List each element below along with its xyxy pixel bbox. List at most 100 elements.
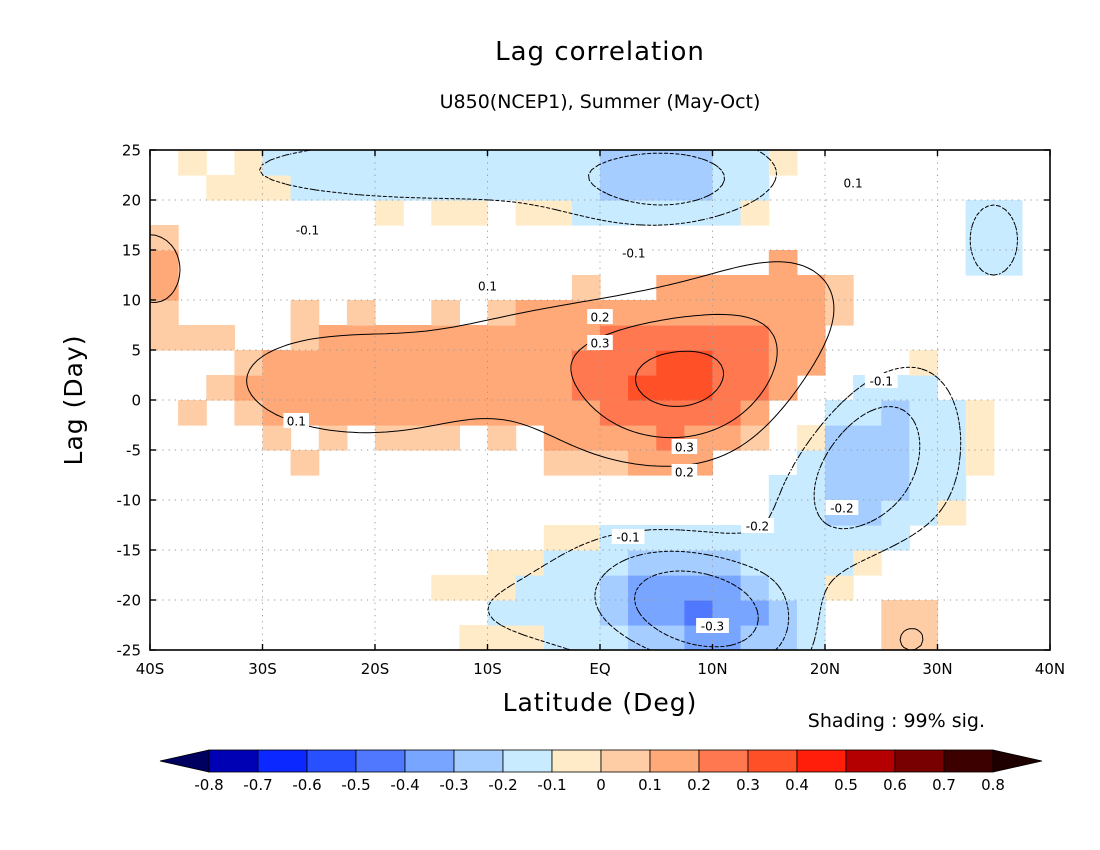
field-cell: [768, 325, 798, 351]
field-cell: [543, 625, 573, 650]
field-cell: [965, 250, 995, 276]
x-axis-ticks: 40S 30S 20S 10S EQ 10N 20N 30N 40N: [136, 150, 1065, 678]
x-tick-label: 10N: [697, 660, 727, 678]
contour-label: 0.1: [478, 280, 497, 294]
field-cell: [150, 250, 179, 276]
x-tick-label: 30N: [922, 660, 952, 678]
field-cell: [375, 325, 404, 351]
colorbar-label: -0.5: [341, 776, 370, 794]
field-cell: [206, 325, 235, 351]
field-cell: [712, 300, 742, 326]
contour-label-bg: [291, 222, 324, 237]
field-cell: [346, 325, 376, 351]
contour-lines: [150, 150, 1018, 650]
field-cell: [515, 375, 545, 401]
field-cell: [543, 575, 573, 601]
field-cell: [571, 625, 601, 650]
field-cell: [825, 525, 854, 551]
field-cell: [290, 150, 320, 176]
field-cell: [543, 150, 573, 176]
field-cell: [656, 200, 685, 226]
y-tick-label: 5: [131, 342, 141, 360]
field-cell: [600, 400, 629, 426]
field-cell: [965, 400, 995, 426]
field-cell: [656, 625, 685, 650]
field-cell: [825, 275, 854, 301]
field-cell: [515, 325, 545, 351]
field-cell: [656, 150, 685, 176]
field-cell: [318, 150, 348, 176]
field-cell: [234, 175, 264, 201]
field-cell: [515, 350, 545, 376]
field-cell: [684, 150, 714, 176]
field-cell: [375, 150, 404, 176]
field-cell: [543, 375, 573, 401]
field-cell: [740, 575, 770, 601]
x-tick-label: 40N: [1035, 660, 1065, 678]
field-cell: [684, 400, 714, 426]
contour-label-bg: [825, 500, 859, 515]
field-cell: [515, 600, 545, 626]
colorbar-swatch: [894, 749, 945, 773]
field-cell: [403, 425, 432, 451]
field-cell: [600, 625, 629, 650]
field-cell: [881, 600, 910, 626]
field-cell: [628, 325, 657, 351]
field-cell: [571, 150, 601, 176]
field-cell: [262, 150, 292, 176]
field-cell: [853, 525, 882, 551]
field-cell: [375, 425, 404, 451]
field-cell: [684, 275, 714, 301]
field-cell: [768, 150, 798, 176]
field-cell: [796, 300, 826, 326]
field-cell: [346, 400, 376, 426]
field-cell: [431, 350, 460, 376]
field-cell: [768, 550, 798, 576]
colorbar-swatch: [747, 749, 798, 773]
field-cell: [965, 450, 995, 476]
field-cell: [543, 175, 573, 201]
field-cell: [431, 175, 460, 201]
colorbar-swatch: [845, 749, 896, 773]
field-cell: [796, 550, 826, 576]
field-cell: [346, 300, 376, 326]
colorbar-swatch: [355, 749, 406, 773]
field-cell: [881, 450, 910, 476]
field-cell: [740, 425, 770, 451]
field-cell: [825, 425, 854, 451]
field-cell: [290, 300, 320, 326]
field-cell: [290, 375, 320, 401]
field-cell: [712, 150, 742, 176]
colorbar-swatch: [551, 749, 602, 773]
field-cell: [768, 625, 798, 650]
field-cell: [909, 425, 939, 451]
field-cell: [487, 625, 517, 650]
field-cell: [431, 200, 460, 226]
field-cell: [768, 600, 798, 626]
field-cell: [150, 275, 179, 301]
field-cell: [684, 525, 714, 551]
field-cell: [628, 375, 657, 401]
colorbar: -0.8 -0.7 -0.6 -0.5 -0.4 -0.3 -0.2 -0.1 0 0.1 0.2 0…: [159, 749, 1043, 794]
colorbar-label: -0.7: [243, 776, 272, 794]
colorbar-swatch: [208, 749, 259, 773]
field-cell: [290, 450, 320, 476]
grid-lines: [150, 150, 1050, 650]
field-cell: [656, 575, 685, 601]
field-cell: [234, 375, 264, 401]
x-tick-label: 20S: [361, 660, 390, 678]
colorbar-label: 0: [596, 776, 606, 794]
field-cell: [459, 150, 489, 176]
field-cell: [571, 350, 601, 376]
field-cell: [825, 575, 854, 601]
field-cell: [403, 150, 432, 176]
field-cell: [375, 200, 404, 226]
field-cell: [853, 450, 882, 476]
contour-negative: [634, 570, 759, 648]
field-cell: [628, 550, 657, 576]
field-cell: [318, 350, 348, 376]
field-cell: [825, 550, 854, 576]
colorbar-label: -0.3: [439, 776, 468, 794]
field-cell: [684, 175, 714, 201]
contour-label-bg: [283, 413, 309, 428]
